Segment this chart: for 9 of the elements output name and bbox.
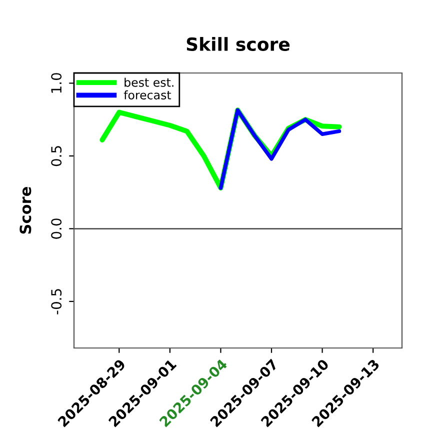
- legend-label: forecast: [124, 90, 172, 100]
- y-tick-label: 0.5: [51, 146, 62, 166]
- chart-title: Skill score: [186, 37, 290, 52]
- line-series: [218, 108, 342, 190]
- y-tick-label: 1.0: [51, 73, 62, 93]
- legend-label: best est.: [124, 78, 174, 87]
- y-axis-title: Score: [20, 187, 32, 234]
- y-tick-label: 0.0: [51, 218, 62, 239]
- y-tick-label: -0.5: [51, 289, 62, 314]
